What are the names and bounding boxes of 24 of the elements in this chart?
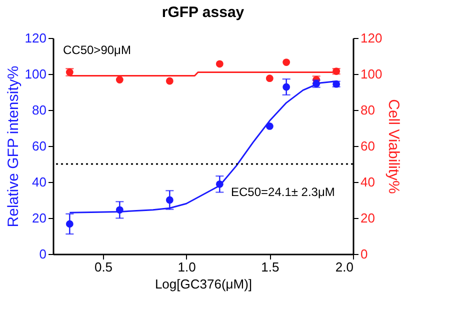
x-tick-label: 2.0 — [335, 260, 354, 274]
annotation: EC50=24.1± 2.3μM — [231, 185, 335, 199]
annotation: CC50>90μM — [63, 43, 131, 57]
y2-tick-label: 20 — [360, 210, 375, 226]
y-tick-label: 120 — [24, 30, 46, 46]
y2-tick-label: 80 — [360, 102, 375, 118]
y2-tick-label: 120 — [360, 30, 382, 46]
y-tick-label: 100 — [24, 66, 46, 82]
x-axis-title: Log[GC376(μM)] — [154, 276, 252, 292]
y-tick-label: 80 — [32, 102, 46, 118]
x-tick-label: 1.5 — [261, 260, 280, 274]
y2-axis-title: Cell Viability% — [385, 99, 402, 194]
y-tick-label: 60 — [32, 138, 46, 154]
x-tick-label: 0.5 — [94, 260, 113, 274]
y2-tick-label: 40 — [360, 174, 375, 190]
y-tick-label: 40 — [32, 174, 46, 190]
y-tick-label: 20 — [32, 210, 46, 226]
x-tick-label: 1.0 — [178, 260, 196, 274]
y2-tick-label: 100 — [360, 66, 382, 82]
chart-title: rGFP assay — [162, 4, 245, 21]
y-tick-label: 0 — [39, 246, 46, 262]
y-axis-title: Relative GFP intensity% — [4, 66, 22, 228]
y2-tick-label: 0 — [360, 246, 368, 262]
y2-tick-label: 60 — [360, 138, 375, 154]
